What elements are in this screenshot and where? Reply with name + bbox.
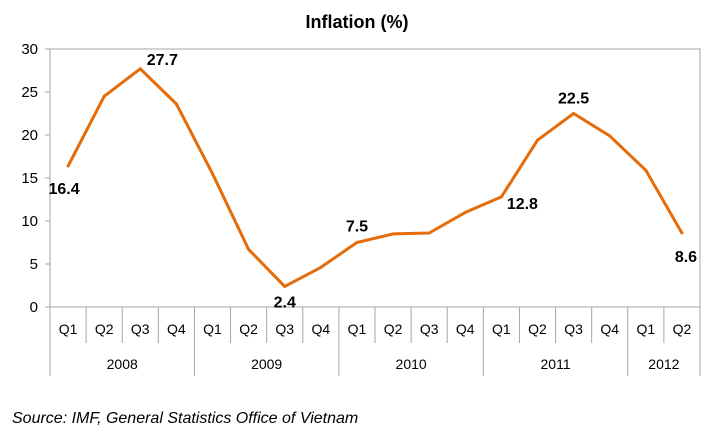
data-point <box>247 247 251 251</box>
x-tick-label: Q1 <box>59 321 78 337</box>
y-tick-label: 15 <box>21 170 38 187</box>
x-tick-label: Q3 <box>564 321 583 337</box>
data-point <box>608 134 612 138</box>
y-tick-label: 5 <box>30 256 38 273</box>
x-tick-label: Q4 <box>311 321 330 337</box>
x-tick-label: Q1 <box>636 321 655 337</box>
x-tick-label: Q1 <box>348 321 367 337</box>
data-point <box>283 284 287 288</box>
data-label: 7.5 <box>346 219 368 236</box>
plot-area-border <box>49 48 701 308</box>
y-tick-label: 10 <box>21 213 38 230</box>
x-tick-label: Q1 <box>492 321 511 337</box>
x-group-label: 2011 <box>541 356 571 372</box>
axes: 0 5 10 15 20 25 30 Q1 Q2 Q3 Q4 Q1 Q2 Q3 Q4 Q1 Q2 Q3 Q4 Q1 Q2… <box>21 41 701 376</box>
data-point <box>319 265 323 269</box>
x-tick-label: Q3 <box>420 321 439 337</box>
source-note: Source: IMF, General Statistics Office o… <box>12 410 359 427</box>
data-point <box>499 195 503 199</box>
data-point <box>138 67 142 71</box>
x-tick-label: Q4 <box>600 321 619 337</box>
series-layer <box>66 67 684 288</box>
x-group-label: 2012 <box>648 356 679 372</box>
x-tick-label: Q2 <box>95 321 114 337</box>
x-tick-label: Q2 <box>384 321 403 337</box>
data-point <box>680 231 684 235</box>
data-point <box>102 94 106 98</box>
x-tick-label: Q2 <box>239 321 258 337</box>
x-tick-label: Q2 <box>528 321 547 337</box>
data-label: 8.6 <box>675 249 697 266</box>
data-point <box>355 241 359 244</box>
data-label: 2.4 <box>274 294 296 311</box>
data-point <box>66 164 70 168</box>
data-point <box>174 102 178 106</box>
x-group-label: 2008 <box>107 356 138 372</box>
x-group-label: 2010 <box>396 356 427 372</box>
data-label: 22.5 <box>558 91 589 108</box>
x-tick-label: Q3 <box>131 321 150 337</box>
y-tick-label: 25 <box>21 84 38 101</box>
y-tick-label: 30 <box>21 41 38 58</box>
x-tick-label: Q1 <box>203 321 222 337</box>
data-label: 12.8 <box>507 196 538 213</box>
x-tick-label: Q2 <box>673 321 692 337</box>
y-tick-label: 0 <box>30 299 38 316</box>
data-label: 27.7 <box>147 52 178 69</box>
inflation-line-chart: Inflation (%) 0 5 10 15 20 25 30 Q1 Q2 Q3 Q4 Q1 Q2 Q3… <box>21 12 701 376</box>
data-point <box>427 231 431 235</box>
data-labels: 16.4 27.7 2.4 7.5 12.8 22.5 8.6 <box>48 52 697 312</box>
x-group-label: 2009 <box>251 356 282 372</box>
data-point <box>536 138 539 142</box>
x-tick-label: Q4 <box>167 321 186 337</box>
chart-title: Inflation (%) <box>306 12 409 32</box>
data-point <box>644 168 648 172</box>
data-point <box>211 172 214 176</box>
data-point <box>572 112 576 115</box>
data-point <box>391 232 395 236</box>
data-label: 16.4 <box>48 181 79 198</box>
y-tick-label: 20 <box>21 127 38 144</box>
data-point <box>463 210 467 214</box>
series-line <box>66 67 684 288</box>
x-tick-label: Q4 <box>456 321 475 337</box>
x-tick-label: Q3 <box>275 321 294 337</box>
